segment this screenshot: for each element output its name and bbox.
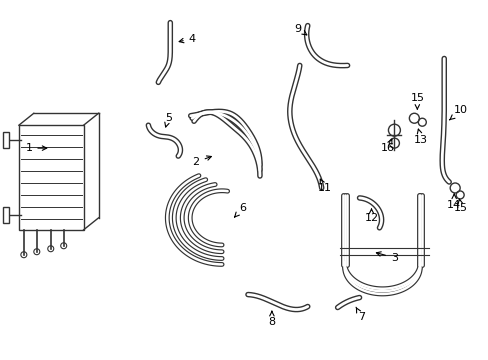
- Text: 9: 9: [294, 24, 306, 35]
- Text: 12: 12: [364, 209, 378, 223]
- Text: 4: 4: [179, 33, 195, 44]
- Polygon shape: [19, 125, 83, 230]
- Text: 1: 1: [25, 143, 47, 153]
- Text: 8: 8: [268, 311, 275, 328]
- Text: 5: 5: [164, 113, 171, 127]
- Text: 6: 6: [234, 203, 246, 217]
- Bar: [3, 132, 9, 148]
- Text: 15: 15: [409, 93, 424, 109]
- Text: 13: 13: [413, 129, 427, 145]
- Text: 11: 11: [317, 179, 331, 193]
- Text: 10: 10: [448, 105, 467, 120]
- Text: 3: 3: [376, 252, 397, 263]
- Text: 7: 7: [355, 307, 365, 323]
- Text: 15: 15: [453, 199, 467, 213]
- Text: 14: 14: [446, 194, 460, 210]
- Text: 2: 2: [192, 156, 211, 167]
- Bar: [3, 207, 9, 223]
- Text: 16: 16: [380, 139, 394, 153]
